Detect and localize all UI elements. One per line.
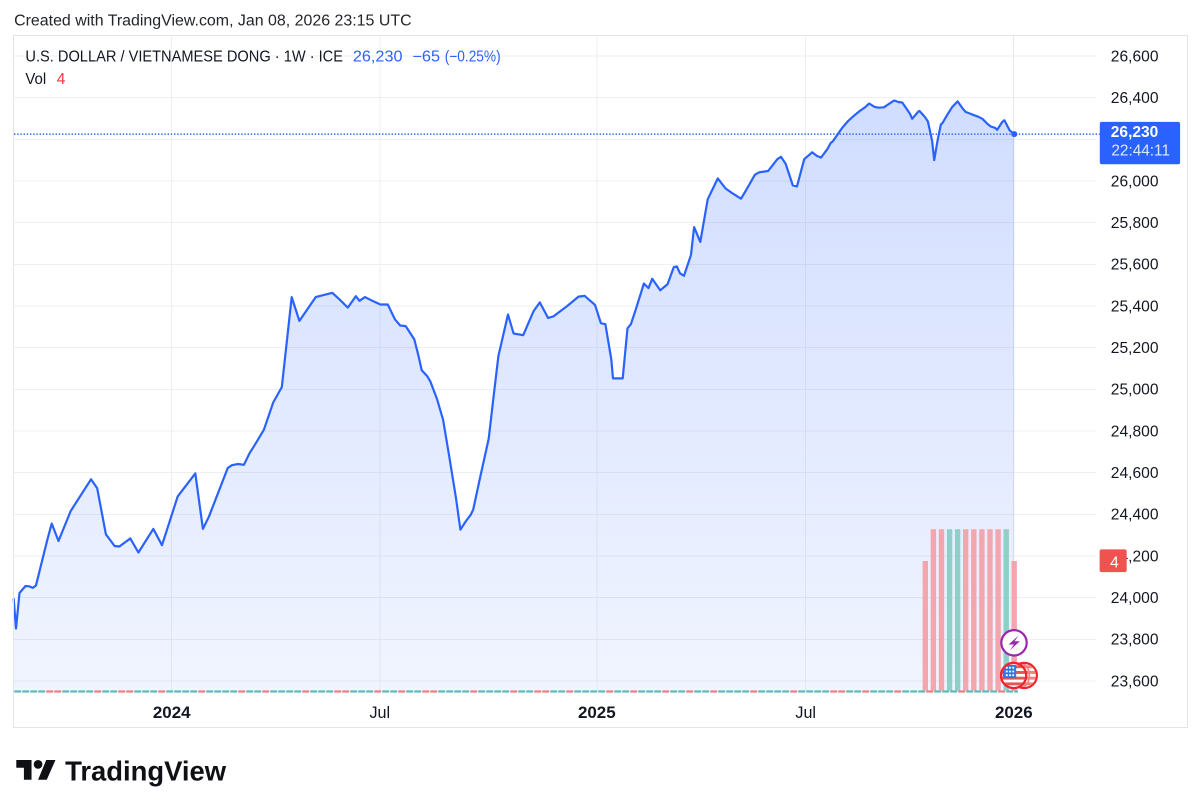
svg-text:2024: 2024 [153,703,191,722]
svg-text:26,230: 26,230 [1111,124,1159,141]
svg-text:Created with TradingView.com,: Created with TradingView.com, Jan 08, 20… [14,12,412,29]
svg-text:25,600: 25,600 [1111,257,1159,274]
svg-text:TradingView: TradingView [65,756,226,787]
svg-text:26,000: 26,000 [1111,173,1159,190]
svg-text:25,000: 25,000 [1111,382,1159,399]
svg-text:23,800: 23,800 [1111,632,1159,649]
svg-text:4: 4 [1110,554,1119,571]
svg-text:2026: 2026 [995,703,1033,722]
svg-text:(−0.25%): (−0.25%) [445,48,501,65]
svg-text:24,800: 24,800 [1111,423,1159,440]
svg-text:22:44:11: 22:44:11 [1111,143,1170,160]
svg-text:26,400: 26,400 [1111,90,1159,107]
svg-text:26,600: 26,600 [1111,48,1159,65]
svg-text:25,800: 25,800 [1111,215,1159,232]
svg-text:Jul: Jul [370,703,391,722]
svg-text:Vol: Vol [25,71,46,88]
svg-text:24,400: 24,400 [1111,507,1159,524]
svg-text:23,600: 23,600 [1111,673,1159,690]
svg-text:25,200: 25,200 [1111,340,1159,357]
svg-text:Jul: Jul [795,703,816,722]
svg-text:26,230: 26,230 [353,48,403,65]
svg-text:U.S. DOLLAR / VIETNAMESE DONG: U.S. DOLLAR / VIETNAMESE DONG · 1W · ICE [25,48,343,65]
svg-text:24,000: 24,000 [1111,590,1159,607]
svg-text:25,400: 25,400 [1111,298,1159,315]
svg-text:4: 4 [57,71,66,88]
svg-text:−65: −65 [412,48,440,65]
svg-text:24,600: 24,600 [1111,465,1159,482]
svg-text:2025: 2025 [578,703,616,722]
